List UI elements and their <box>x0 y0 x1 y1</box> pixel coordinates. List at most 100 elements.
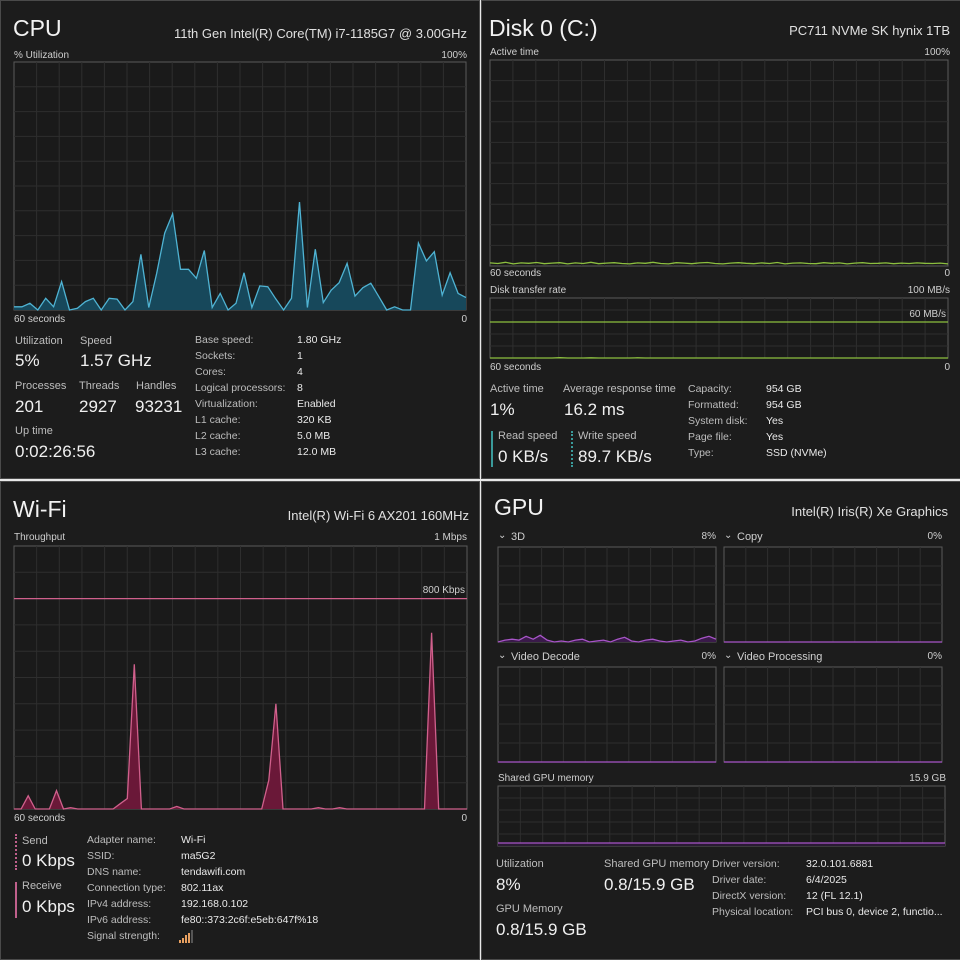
detail-row: System disk: Yes <box>688 413 827 429</box>
detail-row: L3 cache: 12.0 MB <box>195 444 341 460</box>
series-line <box>14 632 467 810</box>
detail-key: Driver date: <box>712 874 767 886</box>
signal-bar <box>179 940 181 943</box>
detail-value: Enabled <box>297 398 336 410</box>
signal-strength-icon <box>179 930 195 943</box>
engine-name[interactable]: 3D <box>511 531 526 543</box>
shared-memory-label: Shared GPU memory <box>604 858 710 870</box>
detail-row: DirectX version: 12 (FL 12.1) <box>712 888 943 904</box>
wifi-ref-label: 800 Kbps <box>422 585 465 596</box>
gpu-utilization-value: 8% <box>496 875 521 894</box>
processes-value: 201 <box>15 397 44 416</box>
disk-x-label: 60 seconds <box>490 268 542 279</box>
cpu-x-label: 60 seconds <box>14 314 66 325</box>
wifi-details: Adapter name: Wi-Fi SSID: ma5G2 DNS name: ten… <box>87 832 318 928</box>
write-speed-value: 89.7 KB/s <box>578 447 652 466</box>
wifi-throughput-chart <box>13 545 468 810</box>
detail-key: Sockets: <box>195 350 236 362</box>
cpu-title: CPU <box>13 15 62 41</box>
wifi-panel: Wi-Fi Intel(R) Wi-Fi 6 AX201 160MHz Thro… <box>0 481 480 960</box>
detail-row: Physical location: PCI bus 0, device 2, f… <box>712 904 943 920</box>
detail-key: Page file: <box>688 431 732 443</box>
detail-value: 1.80 GHz <box>297 334 342 346</box>
wifi-title: Wi-Fi <box>13 496 67 522</box>
engine-value: 8% <box>701 531 716 542</box>
gpu-engine-chart <box>723 546 943 643</box>
detail-row: Base speed: 1.80 GHz <box>195 332 341 348</box>
utilization-label: Utilization <box>15 335 63 347</box>
detail-value: 32.0.101.6881 <box>806 858 874 870</box>
detail-row: IPv4 address: 192.168.0.102 <box>87 896 318 912</box>
detail-value: 12 (FL 12.1) <box>806 890 863 902</box>
detail-key: Virtualization: <box>195 398 258 410</box>
transfer-rate-label: Disk transfer rate <box>490 285 567 296</box>
read-speed-label: Read speed <box>498 430 558 442</box>
gpu-title: GPU <box>494 494 544 520</box>
detail-row: DNS name: tendawifi.com <box>87 864 318 880</box>
read-speed-value: 0 KB/s <box>498 447 549 466</box>
detail-value: 192.168.0.102 <box>181 898 249 910</box>
detail-row: Sockets: 1 <box>195 348 341 364</box>
signal-bar <box>185 935 187 943</box>
series-line <box>14 202 467 312</box>
threads-label: Threads <box>79 380 120 392</box>
detail-row: Formatted: 954 GB <box>688 397 827 413</box>
utilization-value: 5% <box>15 351 40 370</box>
detail-value: ma5G2 <box>181 850 216 862</box>
throughput-label: Throughput <box>14 532 66 543</box>
detail-row: Type: SSD (NVMe) <box>688 445 827 461</box>
response-time-label: Average response time <box>563 383 676 395</box>
detail-key: Type: <box>688 447 714 459</box>
detail-key: Adapter name: <box>87 834 156 846</box>
detail-value: 8 <box>297 382 303 394</box>
wifi-x-label: 60 seconds <box>14 813 66 824</box>
detail-key: IPv4 address: <box>87 898 152 910</box>
detail-value: 4 <box>297 366 303 378</box>
shared-gpu-memory-chart <box>497 785 946 847</box>
detail-value: 5.0 MB <box>297 430 331 442</box>
wifi-x-end: 0 <box>461 813 467 824</box>
shared-memory-value: 0.8/15.9 GB <box>604 875 695 894</box>
cpu-y-max: 100% <box>441 50 467 61</box>
wifi-model: Intel(R) Wi-Fi 6 AX201 160MHz <box>287 508 469 523</box>
disk-details: Capacity: 954 GB Formatted: 954 GB System di… <box>688 381 827 461</box>
cpu-utilization-chart <box>13 61 467 312</box>
cpu-x-end: 0 <box>461 314 467 325</box>
detail-key: L1 cache: <box>195 414 241 426</box>
transfer-ref-label: 60 MB/s <box>909 309 946 320</box>
disk-x-end: 0 <box>944 268 950 279</box>
signal-bar <box>191 930 193 943</box>
engine-name[interactable]: Video Decode <box>511 651 580 663</box>
receive-label: Receive <box>22 880 62 892</box>
detail-row: Page file: Yes <box>688 429 827 445</box>
gpu-engine-chart <box>723 666 943 763</box>
engine-chevron-icon[interactable]: ⌄ <box>724 650 733 661</box>
engine-chevron-icon[interactable]: ⌄ <box>498 530 507 541</box>
detail-key: System disk: <box>688 415 748 427</box>
shared-memory-chart-label: Shared GPU memory <box>498 773 594 784</box>
engine-chevron-icon[interactable]: ⌄ <box>724 530 733 541</box>
active-time-label: Active time <box>490 383 544 395</box>
transfer-rate-max: 100 MB/s <box>907 285 950 296</box>
detail-value: 954 GB <box>766 383 802 395</box>
detail-key: Capacity: <box>688 383 732 395</box>
detail-row: Driver version: 32.0.101.6881 <box>712 856 943 872</box>
handles-value: 93231 <box>135 397 183 416</box>
engine-name[interactable]: Copy <box>737 531 763 543</box>
detail-row: Adapter name: Wi-Fi <box>87 832 318 848</box>
detail-value: 12.0 MB <box>297 446 337 458</box>
detail-key: DNS name: <box>87 866 142 878</box>
detail-key: IPv6 address: <box>87 914 152 926</box>
series-line <box>489 261 949 265</box>
detail-value: fe80::373:2c6f:e5eb:647f%18 <box>181 914 319 926</box>
detail-value: 1 <box>297 350 303 362</box>
engine-name[interactable]: Video Processing <box>737 651 823 663</box>
write-speed-label: Write speed <box>578 430 637 442</box>
engine-value: 0% <box>927 651 942 662</box>
uptime-value: 0:02:26:56 <box>15 442 96 461</box>
detail-key: Logical processors: <box>195 382 286 394</box>
detail-row: Logical processors: 8 <box>195 380 341 396</box>
receive-value: 0 Kbps <box>22 897 75 916</box>
engine-chevron-icon[interactable]: ⌄ <box>498 650 507 661</box>
gpu-memory-label: GPU Memory <box>496 903 563 915</box>
